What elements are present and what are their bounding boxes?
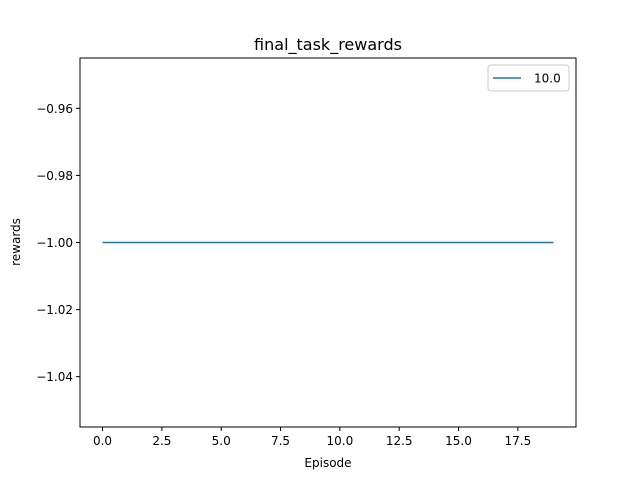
legend-box bbox=[487, 64, 570, 92]
y-tick-label: −1.00 bbox=[36, 236, 73, 250]
x-tick-label: 5.0 bbox=[212, 434, 231, 448]
x-axis: 0.0 2.5 5.0 7.5 10.0 12.5 15.0 17.5 bbox=[93, 427, 531, 448]
chart-title: final_task_rewards bbox=[254, 35, 402, 55]
x-axis-label: Episode bbox=[304, 456, 351, 470]
x-tick-label: 0.0 bbox=[93, 434, 112, 448]
legend: 10.0 bbox=[487, 64, 570, 92]
x-tick-label: 7.5 bbox=[271, 434, 290, 448]
x-tick-label: 2.5 bbox=[152, 434, 171, 448]
y-tick-label: −1.02 bbox=[36, 303, 73, 317]
y-axis: −0.96 −0.98 −1.00 −1.02 −1.04 bbox=[36, 102, 80, 384]
x-tick-label: 17.5 bbox=[504, 434, 531, 448]
x-tick-label: 12.5 bbox=[386, 434, 413, 448]
y-tick-label: −1.04 bbox=[36, 370, 73, 384]
x-tick-label: 10.0 bbox=[327, 434, 354, 448]
y-axis-label: rewards bbox=[9, 218, 23, 266]
y-tick-label: −0.96 bbox=[36, 102, 73, 116]
x-tick-label: 15.0 bbox=[445, 434, 472, 448]
legend-entry-label: 10.0 bbox=[534, 72, 561, 86]
y-tick-label: −0.98 bbox=[36, 169, 73, 183]
